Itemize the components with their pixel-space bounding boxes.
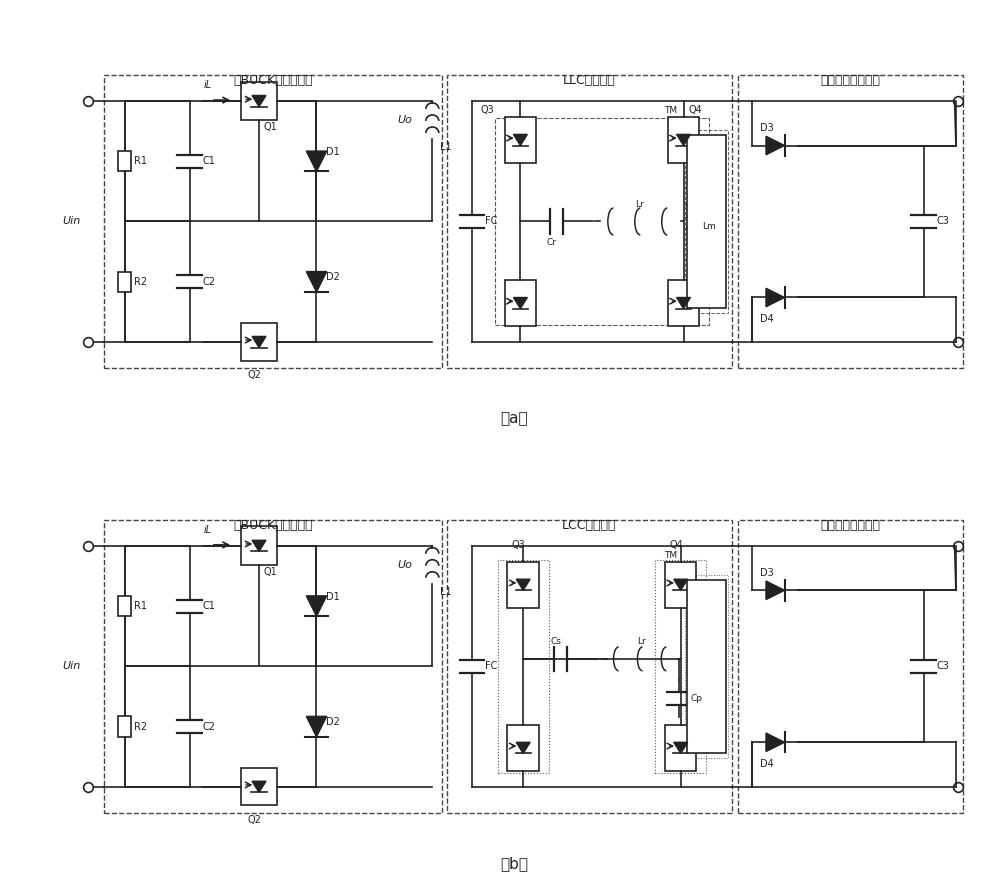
Bar: [668, 117, 699, 163]
Text: Lr: Lr: [637, 637, 646, 646]
Bar: [665, 724, 696, 771]
Polygon shape: [766, 136, 785, 155]
Bar: [505, 117, 536, 163]
Text: Q1: Q1: [264, 567, 277, 576]
Bar: [507, 724, 539, 771]
Text: Q2: Q2: [247, 814, 261, 824]
Bar: [241, 82, 277, 120]
Polygon shape: [766, 581, 785, 600]
Text: L1: L1: [440, 587, 451, 597]
Bar: [687, 135, 726, 308]
Polygon shape: [674, 579, 688, 591]
Text: LCC谐振电路: LCC谐振电路: [562, 519, 617, 532]
Text: Cs: Cs: [550, 637, 561, 646]
Text: C3: C3: [937, 661, 949, 671]
Text: D3: D3: [760, 124, 774, 134]
Text: C1: C1: [203, 156, 215, 167]
Bar: [665, 561, 696, 608]
Text: Lr: Lr: [635, 200, 643, 208]
Text: R1: R1: [134, 601, 147, 611]
Polygon shape: [677, 135, 690, 145]
Bar: [118, 716, 131, 737]
Polygon shape: [252, 337, 266, 347]
Text: D4: D4: [760, 759, 774, 769]
Text: D4: D4: [760, 315, 774, 324]
Text: C2: C2: [203, 722, 216, 732]
Bar: [241, 527, 277, 565]
Text: LLC谐振电路: LLC谐振电路: [563, 74, 616, 87]
Text: D1: D1: [326, 147, 340, 157]
Text: Q3: Q3: [512, 541, 525, 551]
Bar: [668, 280, 699, 326]
Text: L1: L1: [440, 143, 451, 152]
Text: 输出整流滤波电路: 输出整流滤波电路: [821, 74, 881, 87]
Text: Q3: Q3: [481, 105, 494, 115]
Bar: [241, 323, 277, 361]
Bar: [118, 272, 131, 292]
Text: Q2: Q2: [247, 370, 261, 380]
Polygon shape: [306, 716, 327, 737]
Polygon shape: [513, 298, 527, 308]
Polygon shape: [306, 151, 327, 171]
Polygon shape: [766, 733, 785, 752]
Text: D1: D1: [326, 592, 340, 601]
Polygon shape: [516, 742, 530, 754]
Bar: [118, 596, 131, 617]
Text: （b）: （b）: [500, 856, 528, 871]
Text: Lm: Lm: [702, 222, 716, 231]
Text: Q1: Q1: [264, 122, 277, 132]
Text: Cr: Cr: [547, 238, 557, 247]
Text: R2: R2: [134, 277, 147, 287]
Polygon shape: [252, 95, 266, 107]
Text: D2: D2: [326, 717, 340, 727]
Text: D2: D2: [326, 272, 340, 282]
Text: Uo: Uo: [397, 560, 412, 569]
Text: Q4: Q4: [688, 105, 702, 115]
Text: Uin: Uin: [63, 661, 81, 671]
Text: 双BUCK三电平电路: 双BUCK三电平电路: [233, 519, 313, 532]
Bar: [118, 151, 131, 171]
Text: Uin: Uin: [63, 217, 81, 226]
Bar: [241, 768, 277, 805]
Text: C1: C1: [203, 601, 215, 611]
Text: 双BUCK三电平电路: 双BUCK三电平电路: [233, 74, 313, 87]
Text: Uo: Uo: [397, 115, 412, 125]
Polygon shape: [677, 298, 690, 308]
Text: FC: FC: [485, 217, 498, 226]
Text: Q4: Q4: [669, 541, 683, 551]
Bar: [687, 579, 726, 753]
Text: R2: R2: [134, 722, 147, 732]
Text: iL: iL: [204, 525, 212, 535]
Polygon shape: [674, 742, 688, 754]
Text: FC: FC: [485, 661, 498, 671]
Polygon shape: [306, 596, 327, 617]
Text: （a）: （a）: [500, 412, 528, 427]
Text: R1: R1: [134, 156, 147, 167]
Text: 输出整流滤波电路: 输出整流滤波电路: [821, 519, 881, 532]
Polygon shape: [252, 540, 266, 552]
Text: Cp: Cp: [691, 694, 703, 703]
Bar: [505, 280, 536, 326]
Polygon shape: [306, 272, 327, 292]
Text: TM: TM: [664, 106, 677, 115]
Polygon shape: [513, 135, 527, 145]
Polygon shape: [516, 579, 530, 591]
Text: TM: TM: [664, 551, 677, 560]
Bar: [507, 561, 539, 608]
Text: C2: C2: [203, 277, 216, 287]
Text: C3: C3: [937, 217, 949, 226]
Polygon shape: [766, 288, 785, 307]
Text: iL: iL: [204, 80, 212, 90]
Polygon shape: [252, 781, 266, 792]
Text: D3: D3: [760, 568, 774, 578]
